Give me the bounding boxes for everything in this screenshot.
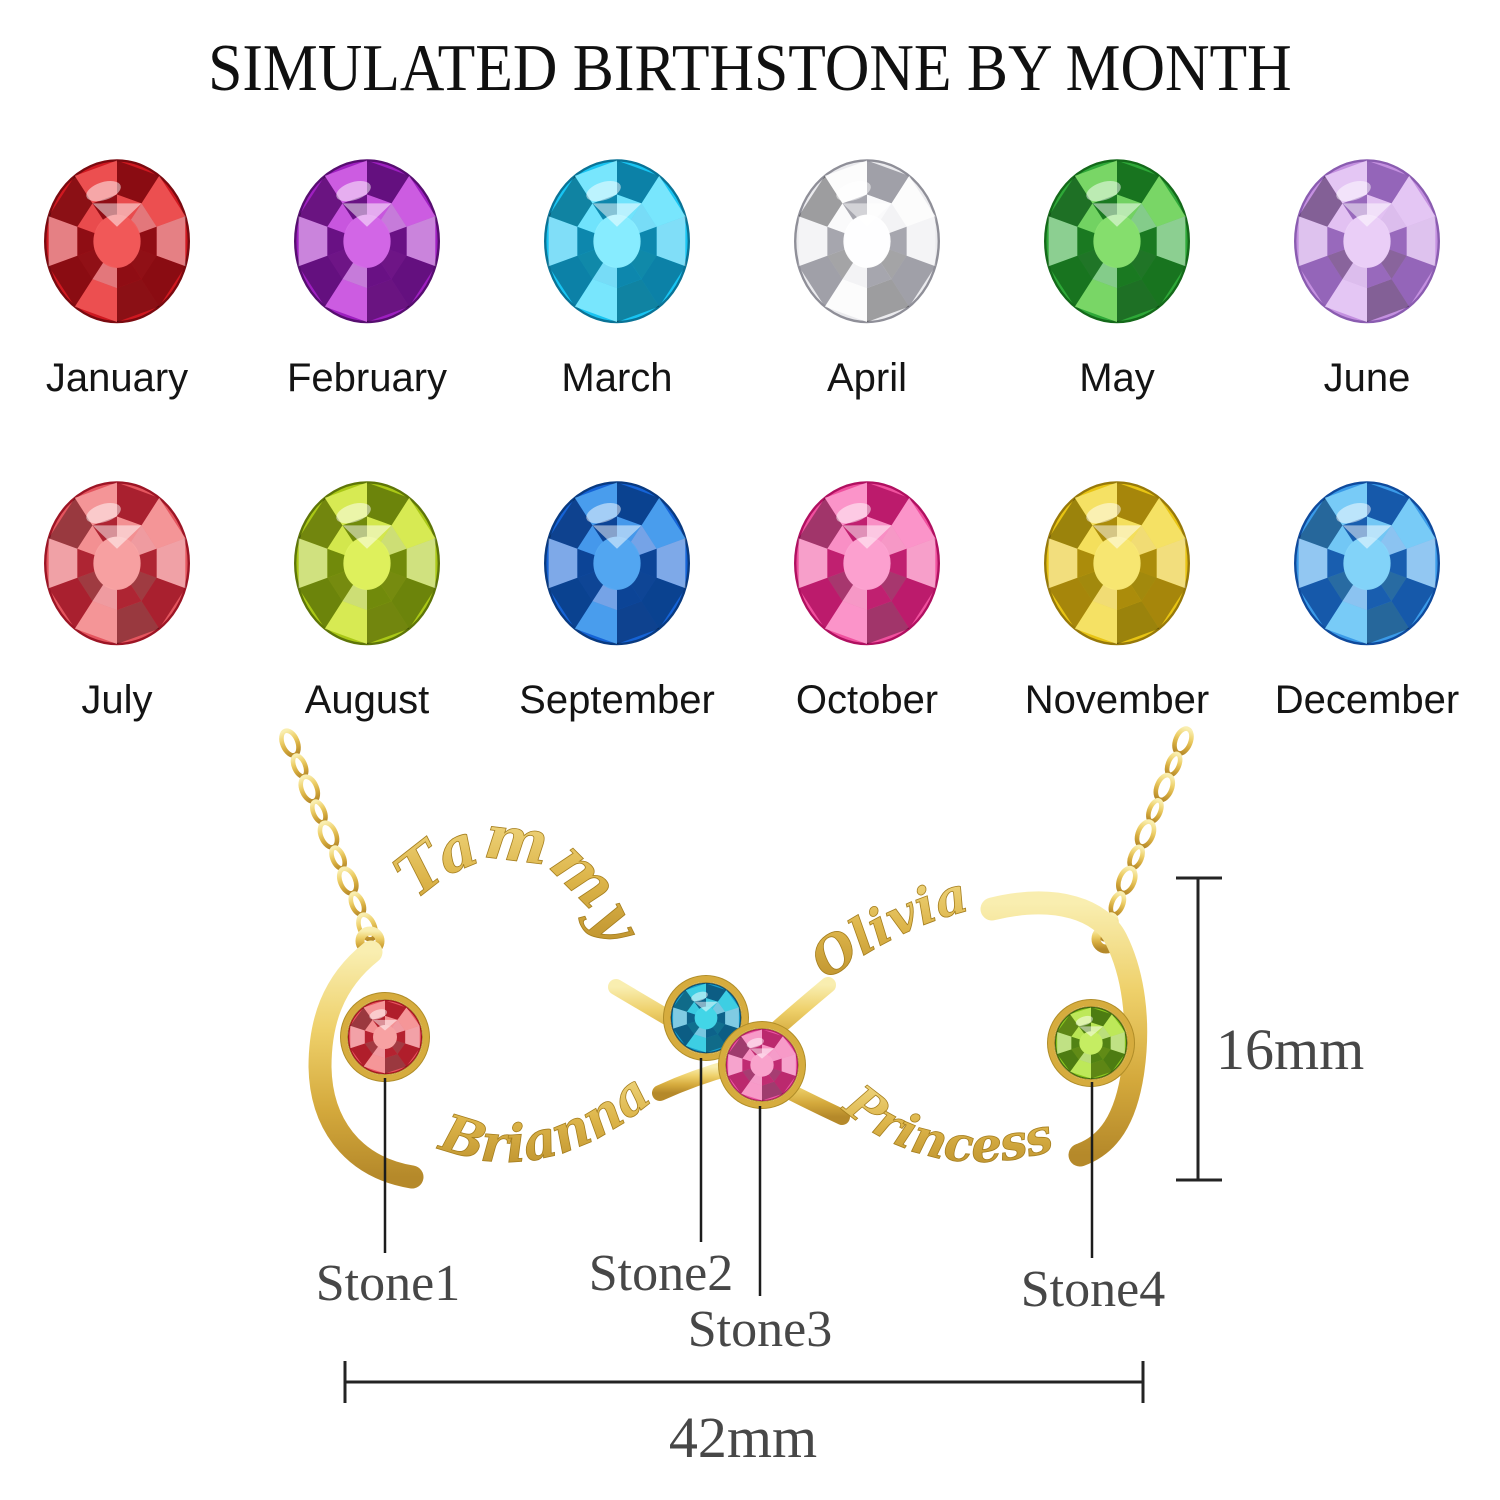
birthstone-gem xyxy=(44,481,190,646)
birthstone-gem xyxy=(1044,481,1190,646)
pendant-stone-gem xyxy=(1054,1006,1128,1080)
birthstone-item: July xyxy=(0,478,242,723)
birthstone-row-1: January February March April May June xyxy=(0,156,1500,401)
birthstone-item: May xyxy=(992,156,1242,401)
stone2-label: Stone2 xyxy=(588,1245,734,1302)
birthstone-gem xyxy=(294,481,440,646)
chain-link xyxy=(336,866,359,896)
birthstone-month-label: November xyxy=(1024,678,1210,722)
pendant-stone1 xyxy=(341,993,429,1081)
birthstone-gem xyxy=(1294,481,1440,646)
birthstone-gem xyxy=(794,159,940,324)
page-title: SIMULATED BIRTHSTONE BY MONTH xyxy=(208,31,1292,105)
birthstone-row-2: July August September October November Decemb… xyxy=(0,478,1500,723)
birthstone-gem xyxy=(544,159,690,324)
pendant-stone3 xyxy=(719,1022,805,1108)
chain-link xyxy=(1134,819,1157,849)
birthstone-item: June xyxy=(1242,156,1492,401)
height-dimension-label: 16mm xyxy=(1216,1017,1365,1082)
birthstone-item: December xyxy=(1242,478,1492,723)
birthstone-item: August xyxy=(242,478,492,723)
chain-link xyxy=(356,912,378,942)
name-brianna: Brianna xyxy=(432,1062,662,1176)
birthstone-month-label: October xyxy=(795,678,939,722)
chain-link xyxy=(1153,772,1176,803)
birthstone-item: January xyxy=(0,156,242,401)
birthstone-month-label: May xyxy=(1079,356,1155,400)
birthstone-month-label: June xyxy=(1323,356,1411,400)
name-olivia: Olivia xyxy=(800,865,974,991)
stone4-label: Stone4 xyxy=(1020,1261,1166,1318)
chain-link xyxy=(298,774,321,804)
chain-link xyxy=(279,728,301,758)
birthstone-month-label: August xyxy=(304,678,430,722)
chain-link xyxy=(1116,865,1138,896)
birthstone-gem xyxy=(1044,159,1190,324)
pendant-stone4 xyxy=(1048,1000,1134,1086)
name-tammy: Tammy xyxy=(382,802,657,955)
birthstone-month-label: December xyxy=(1274,678,1460,722)
pendant-stone-gem xyxy=(725,1028,799,1102)
birthstone-month-label: April xyxy=(826,356,908,400)
necklace-pendant-image: Tammy Olivia Brianna Princess xyxy=(279,726,1194,1189)
birthstone-month-label: February xyxy=(286,356,448,400)
pendant-stone-gem xyxy=(670,982,742,1054)
pendant-stone-gem xyxy=(347,999,423,1075)
birthstone-item: September xyxy=(492,478,742,723)
birthstone-month-label: January xyxy=(45,356,189,400)
birthstone-gem xyxy=(44,159,190,324)
birthstone-item: October xyxy=(742,478,992,723)
birthstone-gem xyxy=(794,481,940,646)
right-loop-band xyxy=(980,891,1148,1167)
birthstone-item: April xyxy=(742,156,992,401)
width-dimension-label: 42mm xyxy=(668,1405,818,1470)
birthstone-month-label: July xyxy=(81,678,153,722)
birthstone-gem xyxy=(544,481,690,646)
chain-link xyxy=(1172,726,1194,756)
chain-link xyxy=(317,820,340,850)
birthstone-item: November xyxy=(992,478,1242,723)
stone3-label: Stone3 xyxy=(687,1301,833,1358)
name-princess: Princess xyxy=(832,1073,1058,1174)
birthstone-item: March xyxy=(492,156,742,401)
pendant-stone2 xyxy=(664,976,748,1060)
left-loop-band xyxy=(308,940,424,1189)
birthstone-month-label: March xyxy=(561,356,673,400)
birthstone-gem xyxy=(294,159,440,324)
birthstone-month-label: September xyxy=(519,678,715,722)
stone1-label: Stone1 xyxy=(315,1255,461,1312)
birthstone-gem xyxy=(1294,159,1440,324)
birthstone-item: February xyxy=(242,156,492,401)
